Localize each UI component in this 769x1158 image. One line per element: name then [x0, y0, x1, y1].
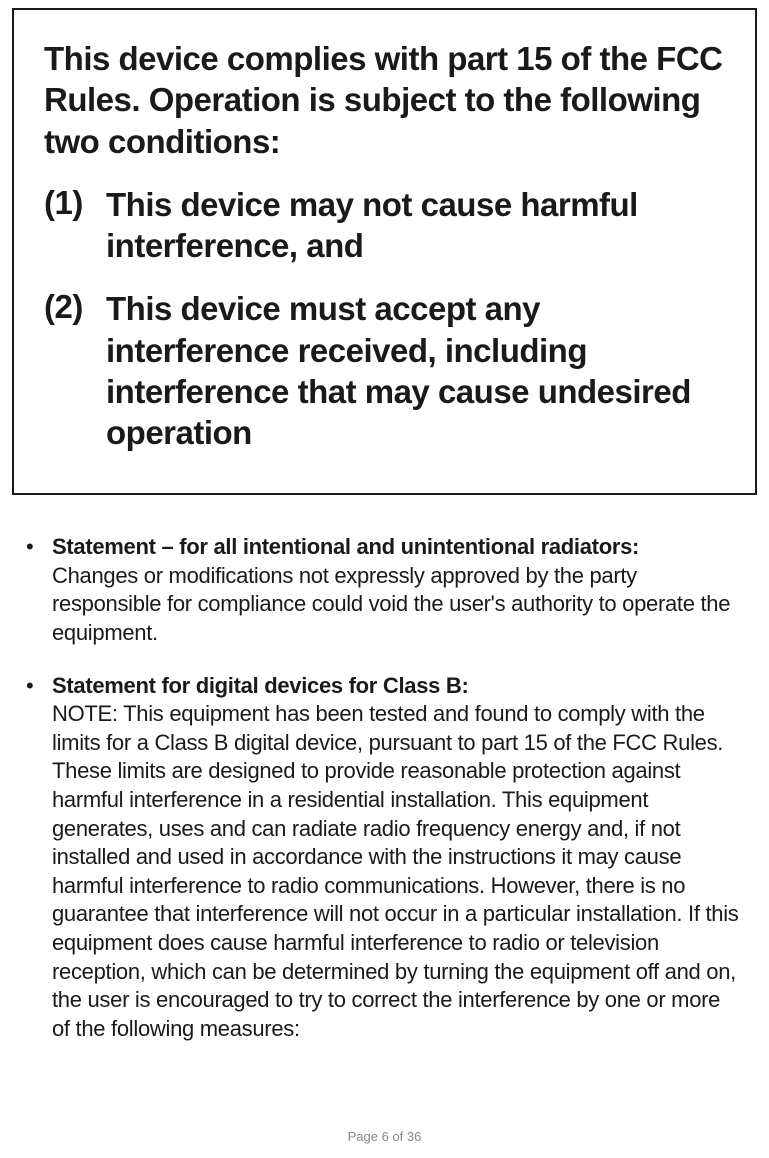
statements-section: • Statement – for all intentional and un…	[12, 533, 757, 1043]
bullet-icon: •	[26, 672, 52, 1044]
condition-text: This device may not cause harmful interf…	[106, 184, 725, 267]
statement-content: Statement for digital devices for Class …	[52, 672, 743, 1044]
statement-heading: Statement – for all intentional and unin…	[52, 534, 639, 559]
condition-item-1: (1) This device may not cause harmful in…	[44, 184, 725, 267]
statement-item: • Statement for digital devices for Clas…	[26, 672, 743, 1044]
statement-content: Statement – for all intentional and unin…	[52, 533, 743, 647]
condition-number: (1)	[44, 184, 106, 267]
condition-item-2: (2) This device must accept any interfer…	[44, 288, 725, 453]
statement-body-text: Changes or modifications not expressly a…	[52, 562, 743, 648]
condition-text: This device must accept any interference…	[106, 288, 725, 453]
condition-number: (2)	[44, 288, 106, 453]
statement-body-text: NOTE: This equipment has been tested and…	[52, 700, 743, 1043]
statement-heading: Statement for digital devices for Class …	[52, 673, 469, 698]
bullet-icon: •	[26, 533, 52, 647]
statement-item: • Statement – for all intentional and un…	[26, 533, 743, 647]
page-footer: Page 6 of 36	[0, 1129, 769, 1144]
compliance-box: This device complies with part 15 of the…	[12, 8, 757, 495]
compliance-intro: This device complies with part 15 of the…	[44, 38, 725, 162]
